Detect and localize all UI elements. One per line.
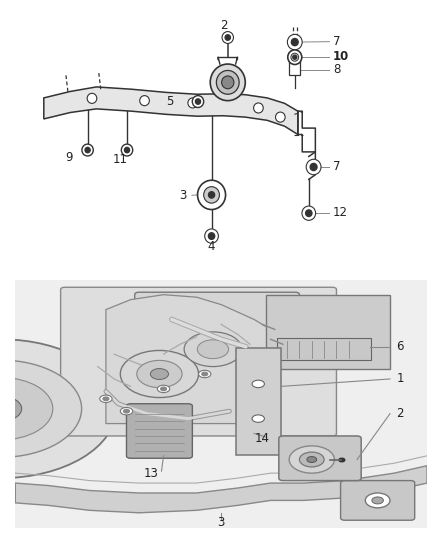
Circle shape — [0, 360, 81, 457]
Circle shape — [121, 144, 133, 156]
Text: 8: 8 — [333, 63, 340, 76]
Circle shape — [157, 385, 170, 393]
FancyBboxPatch shape — [60, 287, 336, 436]
Circle shape — [254, 103, 263, 113]
Circle shape — [310, 164, 317, 171]
Circle shape — [120, 407, 133, 415]
Circle shape — [306, 159, 321, 175]
FancyBboxPatch shape — [341, 481, 415, 520]
Circle shape — [205, 229, 219, 243]
Circle shape — [82, 144, 93, 156]
Text: 7: 7 — [333, 35, 340, 47]
Text: 2: 2 — [219, 19, 227, 31]
Circle shape — [252, 380, 265, 387]
Circle shape — [291, 38, 298, 46]
Circle shape — [216, 70, 239, 94]
Circle shape — [188, 98, 198, 108]
Circle shape — [103, 397, 109, 400]
Circle shape — [124, 148, 130, 153]
Text: 11: 11 — [113, 153, 128, 166]
Circle shape — [252, 415, 265, 422]
Circle shape — [137, 360, 182, 387]
Circle shape — [85, 148, 90, 153]
Circle shape — [124, 409, 129, 413]
Circle shape — [0, 377, 53, 440]
Circle shape — [225, 35, 230, 41]
FancyBboxPatch shape — [15, 280, 427, 528]
Text: 14: 14 — [255, 432, 270, 445]
Text: 3: 3 — [218, 516, 225, 529]
Circle shape — [198, 370, 211, 378]
FancyBboxPatch shape — [135, 292, 300, 352]
Circle shape — [204, 187, 219, 203]
Polygon shape — [44, 87, 298, 134]
Circle shape — [287, 34, 302, 50]
Circle shape — [184, 332, 242, 367]
Circle shape — [339, 458, 345, 462]
Circle shape — [288, 50, 302, 64]
FancyBboxPatch shape — [266, 295, 390, 369]
Text: 12: 12 — [333, 206, 348, 219]
Circle shape — [306, 210, 312, 216]
Text: 4: 4 — [208, 240, 215, 253]
Text: 1: 1 — [396, 373, 404, 385]
Circle shape — [293, 55, 297, 59]
Text: 7: 7 — [333, 160, 340, 173]
Circle shape — [0, 340, 116, 478]
Circle shape — [302, 206, 316, 220]
Text: 5: 5 — [166, 95, 173, 108]
Circle shape — [365, 493, 390, 508]
Circle shape — [276, 112, 285, 122]
Circle shape — [198, 180, 226, 209]
Circle shape — [222, 76, 234, 89]
Circle shape — [307, 457, 317, 463]
Circle shape — [140, 95, 149, 106]
Circle shape — [120, 351, 198, 398]
Circle shape — [100, 395, 112, 402]
Text: 13: 13 — [144, 467, 159, 480]
Circle shape — [87, 93, 97, 103]
Circle shape — [291, 53, 299, 61]
Circle shape — [289, 446, 335, 473]
Circle shape — [208, 192, 215, 198]
Circle shape — [210, 64, 245, 101]
Circle shape — [195, 99, 201, 104]
FancyBboxPatch shape — [15, 280, 427, 528]
Text: 10: 10 — [333, 50, 349, 63]
FancyBboxPatch shape — [289, 61, 300, 75]
Circle shape — [150, 368, 169, 379]
Polygon shape — [15, 466, 427, 513]
Text: 6: 6 — [396, 340, 404, 353]
Circle shape — [300, 452, 324, 467]
FancyBboxPatch shape — [127, 404, 192, 458]
Circle shape — [161, 387, 166, 391]
Text: 9: 9 — [65, 151, 73, 164]
Circle shape — [192, 95, 204, 108]
Circle shape — [372, 497, 383, 504]
Circle shape — [336, 456, 348, 464]
Circle shape — [222, 31, 233, 44]
Circle shape — [208, 233, 215, 239]
Circle shape — [0, 396, 21, 421]
Circle shape — [197, 340, 229, 359]
FancyBboxPatch shape — [279, 436, 361, 481]
Circle shape — [202, 372, 208, 376]
Polygon shape — [106, 295, 271, 424]
Text: 2: 2 — [396, 407, 404, 420]
FancyBboxPatch shape — [277, 338, 371, 360]
FancyBboxPatch shape — [236, 348, 281, 455]
Text: 3: 3 — [180, 189, 187, 203]
